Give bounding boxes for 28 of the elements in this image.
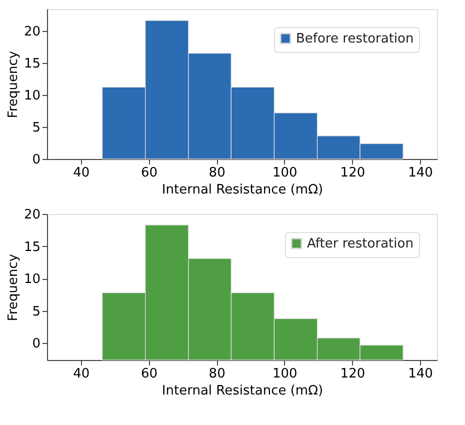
x-tick-label: 60 xyxy=(140,166,158,180)
y-tick-label: 0 xyxy=(32,152,40,168)
y-tick-label: 5 xyxy=(32,120,40,136)
x-axis-title: Internal Resistance (mΩ) xyxy=(162,384,324,398)
y-tick-label: 20 xyxy=(24,24,40,40)
x-tick-label: 100 xyxy=(272,166,298,180)
x-tick-label: 80 xyxy=(208,366,226,382)
y-tick-label: 10 xyxy=(24,272,40,288)
y-tick-label: 15 xyxy=(24,56,40,72)
x-tick-label: 40 xyxy=(73,166,90,180)
x-tick-label: 60 xyxy=(140,366,158,382)
y-axis-title: Frequency xyxy=(6,50,21,118)
y-tick-label: 0 xyxy=(32,336,40,352)
y-tick-label: 5 xyxy=(32,304,40,320)
y-tick-label: 15 xyxy=(24,240,40,255)
y-tick-label: 10 xyxy=(24,88,40,104)
x-tick-label: 40 xyxy=(73,366,90,382)
y-axis-title: Frequency xyxy=(6,254,21,322)
x-axis-title: Internal Resistance (mΩ) xyxy=(162,182,324,198)
y-tick-label: 20 xyxy=(24,208,40,222)
legend-label: After restoration xyxy=(307,236,414,252)
x-tick-label: 80 xyxy=(208,166,226,180)
x-tick-label: 120 xyxy=(340,166,366,180)
legend-label: Before restoration xyxy=(296,32,414,46)
x-tick-label: 140 xyxy=(408,366,433,382)
x-tick-label: 120 xyxy=(340,366,366,382)
x-tick-label: 140 xyxy=(408,166,433,180)
x-tick-label: 100 xyxy=(272,366,298,382)
